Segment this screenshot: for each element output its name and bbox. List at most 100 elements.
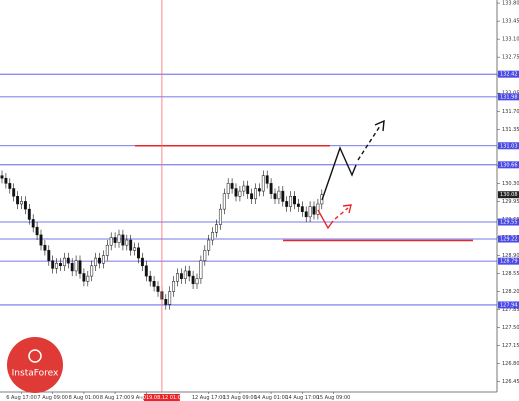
candle-body [62, 257, 66, 267]
candle-body [250, 193, 254, 200]
candle-body [265, 175, 269, 184]
x-tick-label: 13 Aug 09:00 [223, 395, 257, 401]
forecast-up [321, 146, 357, 201]
candle-body [300, 206, 304, 212]
candle-body [164, 299, 168, 305]
candle-body [0, 175, 4, 179]
candle-body [74, 260, 78, 272]
arrow-head-alt [342, 204, 352, 214]
candle-body [86, 275, 90, 282]
level-label: 131.03 [500, 143, 518, 149]
crosshair-label: 2019.08.12 01:00 [140, 395, 185, 401]
candle-body [152, 281, 156, 287]
candle-body [257, 188, 261, 192]
candle-body [254, 188, 257, 200]
candle-body [246, 185, 250, 194]
forecast-alt [317, 209, 334, 230]
candle-body [35, 226, 39, 236]
candle-body [90, 265, 94, 277]
candle-body [308, 206, 312, 218]
level-label: 130.66 [500, 162, 518, 168]
candle-body [269, 183, 273, 194]
level-label: 131.98 [500, 94, 518, 100]
candle-body [215, 224, 218, 233]
candle-body [218, 208, 222, 225]
forecast-alt-dashed [334, 207, 349, 220]
candle-body [222, 193, 226, 210]
candle-body [94, 257, 98, 267]
crosshair-tag [143, 394, 180, 401]
candle-body [82, 273, 86, 282]
x-tick-label: 7 Aug 09:00 [37, 395, 68, 401]
logo-badge [7, 337, 63, 393]
candle-body [59, 262, 62, 267]
candle-body [261, 175, 265, 192]
candle-body [156, 286, 160, 292]
logo: InstaForex [7, 337, 63, 393]
candle-body [8, 183, 12, 189]
logo-icon [28, 349, 42, 363]
y-tick-label: 128.55 [502, 271, 519, 277]
candle-body [312, 206, 316, 215]
candle-body [230, 183, 234, 189]
candle-body [55, 262, 59, 269]
candle-body [168, 291, 172, 305]
level-label: 128.79 [500, 259, 518, 265]
candle-body [66, 257, 70, 264]
level-label: 132.42 [500, 72, 518, 78]
candle-body [273, 193, 277, 200]
y-tick-label: 129.95 [502, 199, 519, 205]
candle-body [304, 211, 308, 218]
candle-body [4, 177, 8, 184]
y-tick-label: 128.20 [502, 289, 519, 295]
candle-body [105, 244, 109, 256]
y-tick-label: 131.70 [502, 109, 519, 115]
candle-body [12, 188, 16, 197]
x-tick-label: 14 Aug 01:00 [254, 395, 288, 401]
candle-body [281, 190, 285, 202]
level-tag [498, 218, 519, 226]
candle-body [125, 239, 129, 246]
candle-body [98, 257, 101, 264]
candle-body [242, 185, 246, 192]
level-label: 127.94 [500, 302, 518, 308]
candle-body [47, 250, 51, 261]
y-tick-label: 132.75 [502, 55, 519, 61]
candle-body [137, 247, 140, 259]
candle-body [20, 201, 23, 205]
y-tick-label: 133.80 [502, 1, 519, 7]
candle-body [16, 196, 20, 205]
y-tick-label: 131.35 [502, 127, 519, 133]
candle-body [238, 190, 242, 197]
candle-body [39, 234, 43, 246]
y-tick-label: 133.45 [502, 19, 519, 25]
candle-body [277, 190, 281, 200]
arrow-head [374, 119, 385, 132]
x-tick-label: 12 Aug 17:00 [192, 395, 226, 401]
x-tick-label: 8 Aug 01:00 [69, 395, 100, 401]
level-tag [498, 257, 519, 265]
x-tick-label: 6 Aug 17:00 [6, 395, 37, 401]
candle-body [234, 188, 238, 197]
candle-body [176, 273, 179, 282]
level-tag [498, 70, 519, 78]
candle-body [226, 183, 230, 194]
candle-body [191, 275, 195, 285]
candle-body [27, 208, 31, 220]
candle-body [133, 247, 137, 251]
candle-body [31, 219, 35, 228]
y-tick-label: 126.45 [502, 379, 519, 385]
candle-body [207, 239, 211, 251]
y-tick-label: 127.15 [502, 343, 519, 349]
candle-body [187, 270, 191, 277]
candle-body [285, 201, 289, 207]
level-tag [498, 161, 519, 169]
candle-body [195, 278, 199, 285]
candle-body [144, 265, 148, 277]
y-tick-label: 128.90 [502, 253, 519, 259]
y-tick-label: 126.80 [502, 361, 519, 367]
candle-body [113, 237, 117, 243]
price-tag [498, 191, 519, 199]
